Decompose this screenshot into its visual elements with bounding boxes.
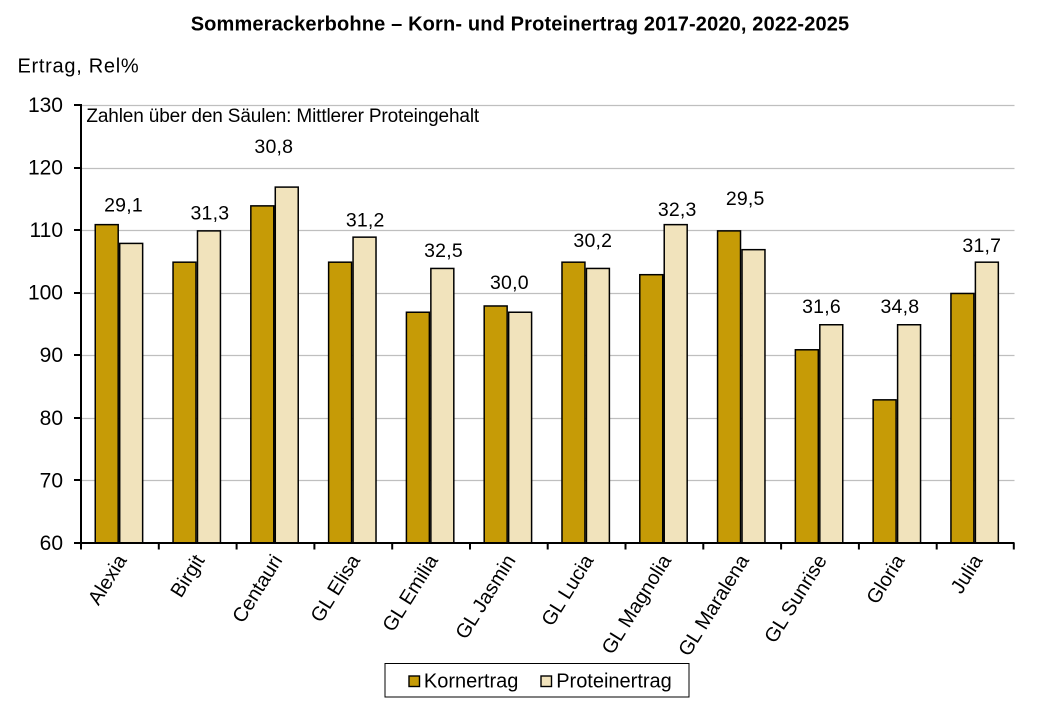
- svg-text:Ertrag, Rel%: Ertrag, Rel%: [18, 56, 140, 78]
- svg-text:90: 90: [40, 344, 63, 367]
- svg-text:32,3: 32,3: [658, 199, 697, 221]
- svg-text:Zahlen über den Säulen: Mittle: Zahlen über den Säulen: Mittlerer Protei…: [86, 106, 480, 127]
- svg-text:Proteinertrag: Proteinertrag: [556, 671, 672, 693]
- svg-text:29,5: 29,5: [726, 188, 765, 210]
- svg-text:32,5: 32,5: [424, 240, 463, 262]
- svg-text:30,8: 30,8: [254, 136, 293, 158]
- svg-text:80: 80: [40, 407, 63, 430]
- svg-text:31,3: 31,3: [191, 203, 230, 225]
- svg-text:130: 130: [28, 94, 63, 117]
- svg-text:Sommerackerbohne – Korn- und P: Sommerackerbohne – Korn- und Proteinertr…: [191, 14, 850, 36]
- svg-text:Kornertrag: Kornertrag: [424, 671, 519, 693]
- svg-text:100: 100: [28, 282, 63, 305]
- svg-text:70: 70: [40, 469, 63, 492]
- svg-text:110: 110: [30, 219, 63, 242]
- svg-text:31,6: 31,6: [802, 296, 841, 318]
- svg-text:34,8: 34,8: [881, 296, 920, 318]
- svg-text:120: 120: [28, 157, 63, 180]
- svg-text:29,1: 29,1: [104, 194, 143, 216]
- svg-text:30,2: 30,2: [573, 230, 612, 252]
- svg-text:30,0: 30,0: [490, 272, 529, 294]
- svg-text:31,7: 31,7: [962, 235, 1001, 257]
- svg-text:60: 60: [40, 532, 63, 555]
- svg-text:31,2: 31,2: [346, 210, 385, 232]
